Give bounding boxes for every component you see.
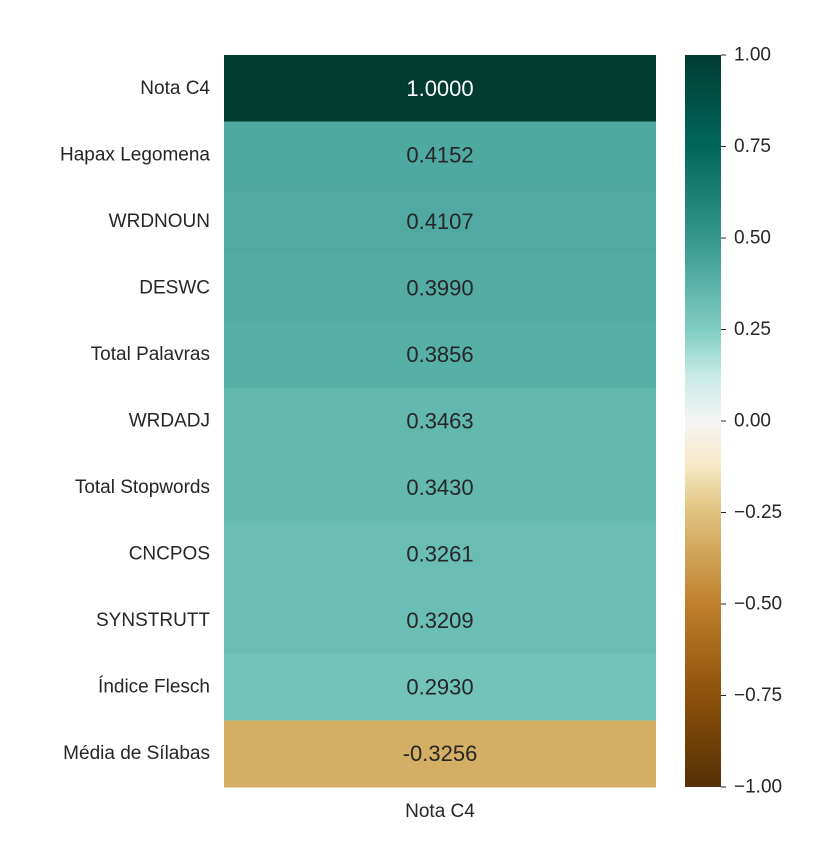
cell-value-label: -0.3256 [403, 741, 478, 766]
heatmap-cell [224, 653, 656, 721]
cell-value-label: 1.0000 [406, 76, 473, 101]
colorbar-tick-label: −0.50 [734, 594, 782, 615]
cell-value-label: 0.3856 [406, 342, 473, 367]
row-label-media-de-silabas: Média de Sílabas [63, 743, 210, 764]
row-label-deswc: DESWC [139, 277, 210, 298]
row-label-cncpos: CNCPOS [129, 544, 210, 565]
cell-value-label: 0.4152 [406, 142, 473, 167]
heatmap-cell [224, 587, 656, 655]
row-label-synstrutt: SYNSTRUTT [96, 610, 210, 631]
cell-value-label: 0.3209 [406, 608, 473, 633]
cell-value-label: 0.2930 [406, 675, 473, 700]
heatmap-cell [224, 387, 656, 455]
heatmap-cell [224, 55, 656, 123]
cell-value-label: 0.3430 [406, 475, 473, 500]
colorbar-tick-label: 0.75 [734, 136, 771, 157]
row-label-nota-c4: Nota C4 [140, 78, 210, 99]
heatmap-cell [224, 321, 656, 389]
row-label-wrdnoun: WRDNOUN [109, 211, 210, 232]
heatmap-cell [224, 454, 656, 522]
x-tick-label: Nota C4 [405, 801, 475, 822]
row-label-total-palavras: Total Palavras [91, 344, 210, 365]
row-label-wrdadj: WRDADJ [129, 411, 210, 432]
row-label-total-stopwords: Total Stopwords [75, 477, 210, 498]
heatmap-cells: 1.0000 0.4152 0.4107 0.3990 0.3856 0.3463 0.34… [224, 55, 656, 788]
row-labels: Nota C4 Hapax Legomena WRDNOUN DESWC Total P… [60, 78, 210, 764]
row-label-hapax-legomena: Hapax Legomena [60, 144, 210, 165]
colorbar-tick-label: 0.25 [734, 319, 771, 340]
heatmap-cell [224, 188, 656, 256]
colorbar-tick-label: −0.75 [734, 685, 782, 706]
heatmap-cell [224, 520, 656, 588]
heatmap-cell [224, 121, 656, 189]
heatmap-cell [224, 254, 656, 322]
colorbar-tick-label: 0.00 [734, 411, 771, 432]
cell-value-label: 0.3990 [406, 275, 473, 300]
row-label-indice-flesch: Índice Flesch [98, 677, 210, 698]
cell-value-label: 0.4107 [406, 209, 473, 234]
colorbar-tick-label: −1.00 [734, 777, 782, 798]
colorbar-tick-label: 0.50 [734, 228, 771, 249]
heatmap-cell [224, 720, 656, 788]
colorbar-tick-label: 1.00 [734, 45, 771, 66]
colorbar [685, 55, 721, 787]
cell-value-label: 0.3261 [406, 542, 473, 567]
colorbar-tick-label: −0.25 [734, 502, 782, 523]
colorbar-ticks: 1.00 0.75 0.50 0.25 0.00 −0.25 −0.50 −0.75 −1.00 [721, 45, 782, 798]
cell-value-label: 0.3463 [406, 409, 473, 434]
